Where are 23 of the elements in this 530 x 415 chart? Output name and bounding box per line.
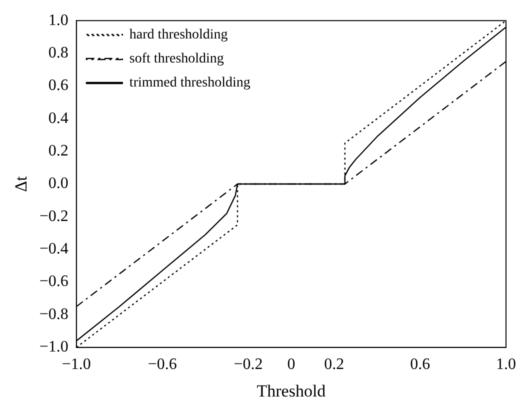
legend-label: soft thresholding	[129, 52, 224, 67]
y-tick-label: 0.8	[48, 44, 68, 62]
x-tick-label: −0.2	[234, 356, 263, 374]
y-tick-label: −0.6	[39, 273, 68, 290]
x-tick-label: −0.6	[148, 356, 177, 374]
y-tick-label: 0.0	[48, 175, 68, 192]
x-tick-label: −1.0	[62, 356, 91, 374]
y-tick-label: −0.2	[39, 208, 68, 225]
y-tick-label: −0.8	[39, 306, 68, 323]
y-tick-label: 0.2	[48, 142, 68, 160]
x-tick-label: 0.2	[324, 356, 344, 374]
y-tick-label: −1.0	[39, 338, 68, 356]
legend-label: hard thresholding	[129, 28, 228, 43]
y-tick-label: −0.4	[39, 240, 68, 258]
y-tick-label: 1.0	[48, 12, 68, 29]
y-tick-label: 0.6	[48, 77, 68, 94]
x-axis-title: Threshold	[256, 381, 326, 400]
x-tick-label: 1.0	[496, 356, 516, 374]
x-tick-label: 0.6	[410, 356, 430, 374]
x-tick-label: 0	[287, 356, 296, 374]
y-tick-label: 0.4	[48, 110, 68, 127]
y-axis-title: Δt	[12, 176, 31, 192]
legend-label: trimmed thresholding	[129, 76, 250, 91]
